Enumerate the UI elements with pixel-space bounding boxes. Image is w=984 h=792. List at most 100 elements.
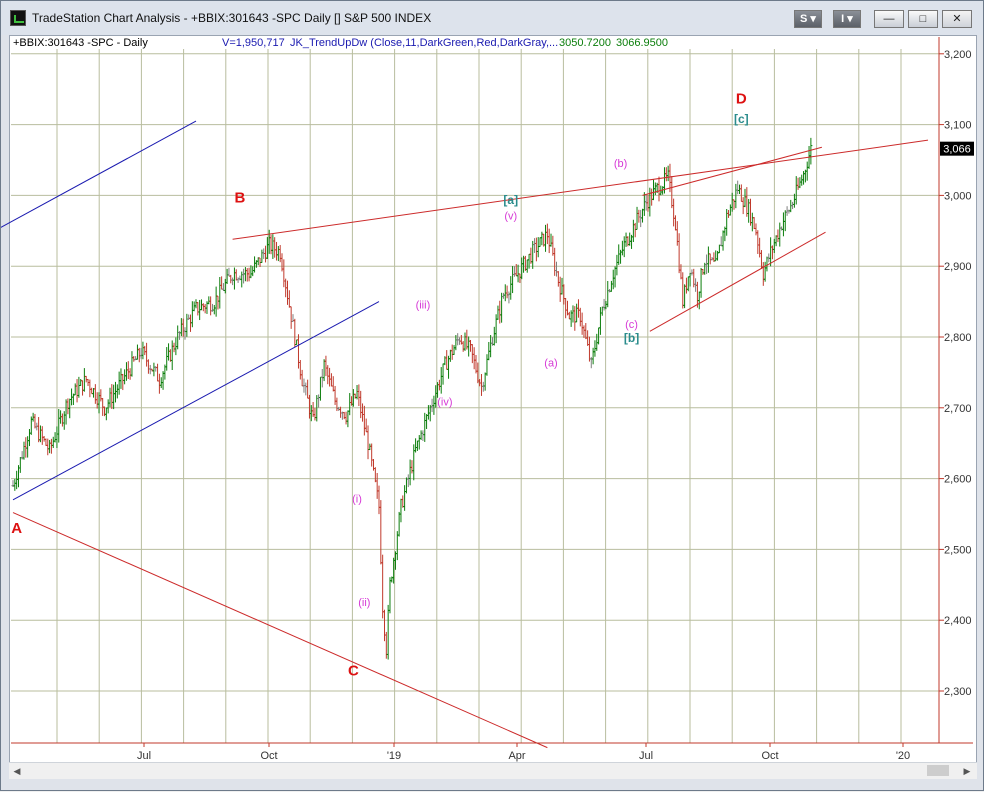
- price-bar: [452, 345, 456, 355]
- price-bar: [578, 307, 582, 327]
- price-bar: [264, 245, 268, 263]
- last-price-label: 3,066: [943, 144, 971, 156]
- price-bar: [439, 367, 443, 394]
- price-bar: [547, 228, 551, 254]
- price-bar: [683, 284, 687, 309]
- price-bar: [92, 388, 96, 398]
- price-bar: [783, 210, 787, 232]
- price-bar: [728, 204, 732, 216]
- maximize-button[interactable]: □: [908, 10, 938, 28]
- price-bar: [313, 407, 317, 421]
- x-tick-label: Oct: [761, 750, 778, 762]
- price-bar: [641, 208, 645, 223]
- wave-label: [a]: [503, 193, 518, 207]
- price-bar: [368, 443, 372, 451]
- price-bar: [137, 347, 141, 363]
- close-icon: ✕: [952, 13, 962, 25]
- price-bar: [721, 230, 725, 251]
- price-bar: [489, 335, 493, 358]
- price-bar: [95, 392, 99, 409]
- price-bar: [154, 366, 158, 372]
- price-bar: [397, 511, 401, 537]
- price-bar: [282, 259, 286, 288]
- close-button[interactable]: ✕: [942, 10, 972, 28]
- price-bar: [128, 368, 132, 380]
- price-bar: [66, 398, 70, 415]
- price-bar: [209, 296, 213, 316]
- price-bar: [82, 368, 86, 392]
- minimize-button[interactable]: —: [874, 10, 904, 28]
- y-tick-label: 2,600: [944, 474, 972, 486]
- price-bar: [686, 276, 690, 292]
- price-bar: [492, 326, 496, 346]
- x-tick-label: Oct: [260, 750, 277, 762]
- price-bar: [770, 245, 774, 260]
- price-bar: [256, 257, 260, 266]
- price-bar: [512, 266, 516, 277]
- price-bar: [754, 223, 758, 236]
- price-bar: [73, 383, 77, 396]
- price-bar: [93, 384, 97, 404]
- price-bar: [366, 425, 370, 460]
- price-bar: [628, 232, 632, 246]
- price-bar: [152, 362, 156, 377]
- price-bar: [117, 371, 121, 395]
- price-bar: [587, 336, 591, 362]
- price-bar: [38, 425, 42, 443]
- price-bar: [598, 307, 602, 335]
- trend-line-wedge-bottom[interactable]: [649, 231, 826, 332]
- price-bar: [447, 355, 451, 379]
- price-bar: [748, 198, 752, 226]
- price-bar: [556, 271, 560, 287]
- indicator-menu-button[interactable]: I ▾: [833, 10, 861, 28]
- price-bar: [421, 430, 425, 442]
- trend-line-lower-channel-A-C[interactable]: [12, 512, 548, 749]
- price-bar: [734, 183, 738, 209]
- price-bar: [750, 212, 754, 232]
- price-bar: [231, 277, 235, 286]
- price-bar: [165, 347, 169, 371]
- trend-line-blue-lower[interactable]: [12, 301, 380, 501]
- price-bar: [68, 398, 72, 419]
- price-bar: [705, 254, 709, 275]
- price-bar: [717, 244, 721, 254]
- price-bar: [207, 296, 211, 305]
- price-bar: [752, 217, 756, 230]
- price-bar: [739, 184, 743, 202]
- price-bar: [271, 234, 275, 259]
- price-bar: [620, 240, 624, 256]
- scroll-left-icon[interactable]: ◀: [13, 766, 21, 776]
- horizontal-scrollbar[interactable]: ◀ ▶: [9, 762, 977, 779]
- price-bar: [247, 267, 251, 282]
- price-bar: [798, 177, 802, 189]
- trend-line-upper-channel[interactable]: [232, 139, 929, 240]
- price-bar: [606, 280, 610, 308]
- price-bar: [520, 257, 524, 280]
- price-bar: [329, 373, 333, 387]
- trend-line-wedge-top[interactable]: [642, 146, 822, 196]
- price-bar: [609, 280, 613, 292]
- trend-line-blue-upper[interactable]: [1, 120, 197, 231]
- price-bar: [719, 236, 723, 247]
- price-bar: [408, 459, 412, 486]
- price-bar: [81, 380, 85, 396]
- y-tick-label: 3,200: [944, 49, 972, 61]
- wave-label: (a): [544, 358, 557, 370]
- scroll-thumb[interactable]: [927, 765, 949, 776]
- price-bar: [796, 177, 800, 190]
- price-bar: [538, 237, 542, 248]
- price-bar: [474, 354, 478, 374]
- strategy-menu-button[interactable]: S ▾: [794, 10, 822, 28]
- price-bar: [745, 187, 749, 217]
- scroll-right-icon[interactable]: ▶: [963, 766, 971, 776]
- title-bar[interactable]: TradeStation Chart Analysis - +BBIX:3016…: [1, 1, 983, 35]
- price-bar: [48, 439, 52, 454]
- price-bar: [635, 206, 639, 230]
- price-bar: [498, 300, 502, 324]
- price-bar: [765, 256, 769, 272]
- chart-area[interactable]: [9, 35, 977, 779]
- price-bar: [287, 290, 291, 308]
- wave-label: A: [11, 520, 22, 537]
- price-bar: [346, 410, 350, 428]
